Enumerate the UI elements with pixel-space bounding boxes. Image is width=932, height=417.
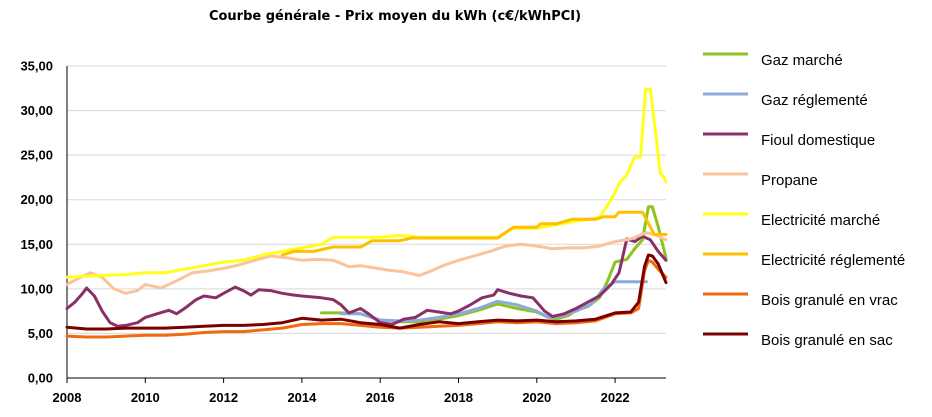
y-tick-label: 25,00 (20, 148, 53, 163)
x-tick-label: 2012 (209, 390, 238, 405)
series-line-4 (65, 231, 668, 295)
y-tick-label: 35,00 (20, 59, 53, 74)
legend: Gaz marché Gaz réglementé Fioul domestique… (703, 52, 905, 349)
series-line-8 (65, 253, 668, 331)
y-tick-label: 30,00 (20, 103, 53, 118)
series-line-6 (280, 210, 668, 257)
y-tick-label: 15,00 (20, 237, 53, 252)
legend-label: Electricité marché (761, 212, 880, 229)
y-tick-label: 0,00 (28, 371, 53, 386)
series-line-3 (65, 234, 668, 328)
plot-area: 0,00 5,00 10,00 15,00 20,00 25,00 30,00 35,00 20… (20, 59, 668, 405)
legend-label: Gaz marché (761, 52, 843, 69)
x-tick-label: 2014 (287, 390, 317, 405)
legend-label: Bois granulé en sac (761, 332, 893, 349)
y-tick-label: 20,00 (20, 192, 53, 207)
x-tick-label: 2016 (366, 390, 395, 405)
x-tick-label: 2018 (444, 390, 473, 405)
x-tick-label: 2022 (601, 390, 630, 405)
y-tick-label: 10,00 (20, 281, 53, 296)
x-tick-label: 2020 (522, 390, 551, 405)
legend-label: Propane (761, 172, 818, 189)
series-line-2 (339, 280, 648, 323)
legend-label: Bois granulé en vrac (761, 292, 898, 309)
x-tick-label: 2008 (53, 390, 82, 405)
x-tick-label: 2010 (131, 390, 160, 405)
chart-title: Courbe générale - Prix moyen du kWh (c€/… (209, 9, 581, 24)
legend-label: Fioul domestique (761, 132, 875, 149)
legend-label: Electricité réglementé (761, 252, 905, 269)
y-tick-label: 5,00 (28, 326, 53, 341)
series-line-1 (320, 205, 668, 324)
legend-label: Gaz réglementé (761, 92, 868, 109)
